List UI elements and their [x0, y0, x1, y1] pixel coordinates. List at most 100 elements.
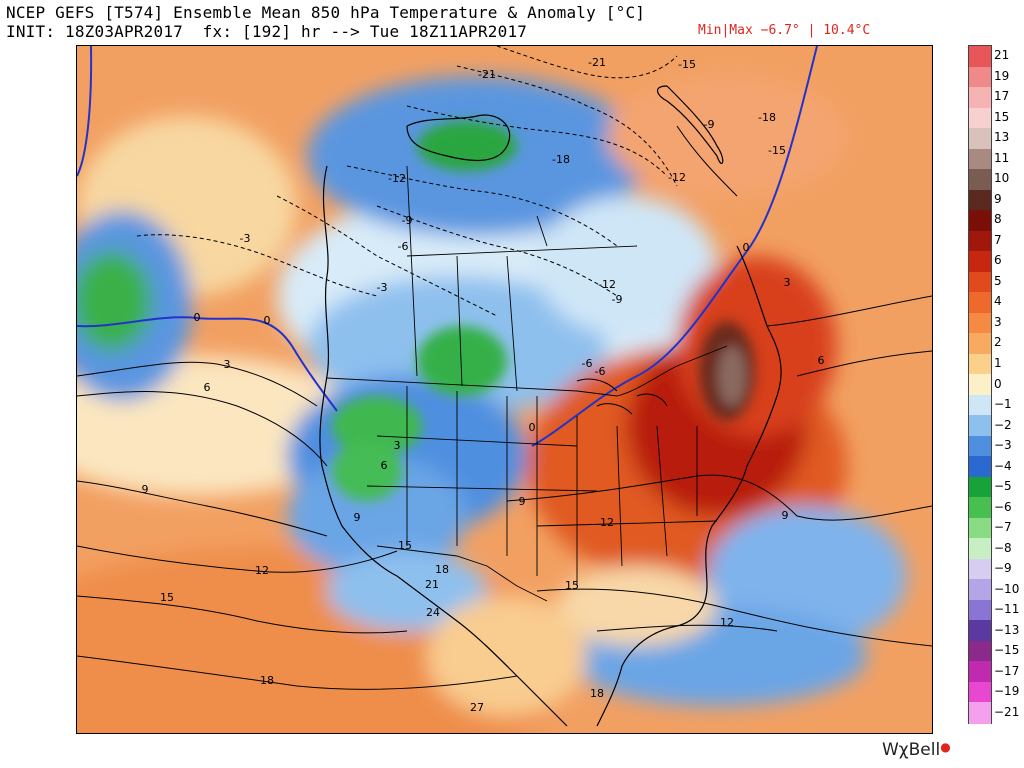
legend-label: −9 — [994, 561, 1012, 576]
legend-swatch — [969, 681, 991, 704]
contour-label: 15 — [565, 579, 579, 592]
legend-label: 21 — [994, 48, 1010, 63]
zero-isotherm-west — [77, 316, 338, 412]
us-mexico-border — [376, 545, 548, 602]
legend-label: 9 — [994, 191, 1002, 206]
legend-label: 11 — [994, 150, 1010, 165]
legend-swatch — [969, 312, 991, 334]
contour-label: 9 — [142, 483, 149, 496]
legend-label: 4 — [994, 294, 1002, 309]
legend-swatch — [969, 476, 991, 498]
legend-label: 3 — [994, 314, 1002, 329]
wxbell-logo: WχBell● — [882, 740, 951, 760]
contour-label: 27 — [470, 701, 484, 714]
rockies-green-core — [332, 396, 422, 456]
legend-label: −1 — [994, 397, 1012, 411]
contour-label: 3 — [394, 439, 401, 452]
contour-label: 12 — [600, 516, 614, 529]
legend-label: −10 — [994, 581, 1020, 596]
legend-label: 0 — [994, 376, 1002, 391]
legend-swatch — [969, 435, 991, 457]
contour-label: -18 — [758, 111, 776, 124]
west-us-cold-2 — [287, 456, 467, 576]
legend-label: −6 — [994, 499, 1012, 514]
legend-swatch — [969, 374, 991, 396]
isotherm-neg9 — [376, 205, 618, 297]
isotherm-18 — [77, 655, 518, 690]
arctic-green-core — [417, 121, 517, 171]
contour-label: 6 — [818, 354, 825, 367]
contour-label: -9 — [612, 293, 623, 306]
isotherm-3-atlantic — [766, 295, 932, 327]
legend-label: −8 — [994, 540, 1012, 555]
contour-label: 24 — [426, 606, 440, 619]
legend-swatch — [969, 517, 991, 539]
min-max-readout: Min|Max −6.7° | 10.4°C — [698, 23, 871, 38]
legend-label: 13 — [994, 130, 1010, 145]
isotherm-3 — [77, 361, 318, 407]
legend-swatch — [969, 169, 991, 191]
legend-swatch — [969, 415, 991, 437]
legend-swatch — [969, 66, 991, 88]
contour-label: -15 — [768, 144, 786, 157]
contour-label: -12 — [598, 278, 616, 291]
legend-swatch — [969, 579, 991, 601]
legend-label: 19 — [994, 68, 1010, 83]
great-basin-green-core — [332, 441, 402, 501]
legend-label: 17 — [994, 89, 1010, 104]
contour-label: -21 — [478, 68, 496, 81]
contour-label: -6 — [595, 365, 606, 378]
contour-label: -9 — [704, 118, 715, 131]
contour-label: 15 — [398, 539, 412, 552]
zero-isotherm-north — [77, 46, 93, 177]
legend-swatch — [969, 640, 991, 663]
legend-swatch — [969, 353, 991, 375]
legend-swatch — [969, 271, 991, 293]
legend-swatch — [969, 538, 991, 560]
legend-label: 15 — [994, 109, 1010, 124]
legend-label: −5 — [994, 479, 1012, 494]
legend-label: −4 — [994, 458, 1012, 473]
contour-label: 12 — [720, 616, 734, 629]
legend-swatch — [969, 599, 991, 622]
contour-label: 0 — [194, 311, 201, 324]
contour-label: 6 — [381, 459, 388, 472]
hudson-pale — [537, 196, 717, 336]
legend-label: 5 — [994, 273, 1002, 288]
isotherm-neg21 — [496, 46, 678, 79]
temperature-anomaly-map: -21 -21 -18 -15 -12 -9 -6 -3 -3 0 0 0 3 3 6 6 9 9 9 12 12 12 1… — [76, 45, 933, 734]
legend-swatch — [969, 189, 991, 211]
contour-label: 18 — [590, 687, 604, 700]
isotherm-neg18 — [456, 65, 678, 187]
legend-swatch — [969, 46, 991, 68]
contour-label: -3 — [240, 232, 251, 245]
brand-text: WχBell — [882, 740, 941, 760]
contour-label: 3 — [224, 358, 231, 371]
legend-swatch — [969, 148, 991, 170]
legend-label: 7 — [994, 232, 1002, 247]
legend-label: −3 — [994, 438, 1012, 453]
greenland-warm — [607, 76, 847, 196]
isotherm-12 — [77, 545, 398, 573]
legend-swatch — [969, 558, 991, 580]
isotherm-15 — [77, 595, 408, 634]
contour-label: 3 — [784, 276, 791, 289]
contour-label: 0 — [743, 241, 750, 254]
isotherm-9-greenland — [676, 125, 738, 197]
legend-label: 6 — [994, 253, 1002, 268]
contour-label: -9 — [402, 214, 413, 227]
legend-swatch — [969, 107, 991, 129]
color-scale-legend — [968, 45, 992, 724]
contour-label: 0 — [264, 314, 271, 327]
map-title: NCEP GEFS [T574] Ensemble Mean 850 hPa T… — [6, 3, 646, 22]
us-canada-border — [326, 345, 728, 397]
legend-swatch — [969, 230, 991, 252]
contour-label: 0 — [529, 421, 536, 434]
legend-swatch — [969, 333, 991, 355]
legend-label: −2 — [994, 417, 1012, 432]
great-lakes — [576, 378, 668, 415]
baja-cool — [327, 551, 487, 631]
init-forecast-time: INIT: 18Z03APR2017 fx: [192] hr --> Tue … — [6, 22, 528, 41]
legend-label: −21 — [994, 704, 1020, 719]
contour-label: -18 — [552, 153, 570, 166]
